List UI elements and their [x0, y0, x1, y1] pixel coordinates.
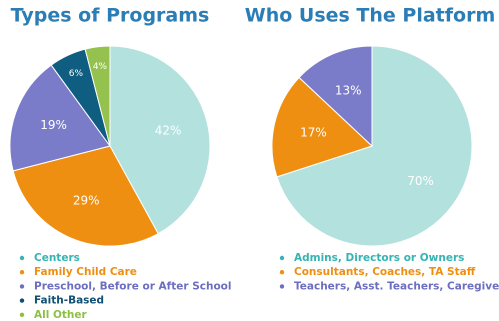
- legend-label: Teachers, Asst. Teachers, Caregivers: [294, 280, 499, 292]
- slice-label: 4%: [93, 62, 108, 72]
- pie-slice: [298, 45, 373, 148]
- legend-label: Preschool, Before or After School: [34, 280, 231, 292]
- legend-bullet: [19, 284, 25, 289]
- legend-label: Faith-Based: [34, 295, 104, 307]
- pie-slice: [12, 145, 159, 247]
- slice-label: 13%: [335, 83, 362, 97]
- legend-bullet: [19, 255, 25, 261]
- legend-bullet: [279, 270, 285, 275]
- slice-label: 29%: [73, 194, 100, 208]
- legend-label: Family Child Care: [34, 266, 137, 278]
- chart-title: Types of Programs: [11, 5, 210, 27]
- legend-bullet: [19, 298, 25, 303]
- legend-label: All Other: [34, 309, 88, 321]
- legend-label: Consultants, Coaches, TA Staff: [294, 266, 476, 278]
- pie-slice: [109, 45, 211, 235]
- pie-slice: [9, 64, 111, 172]
- legend-bullet: [279, 255, 285, 261]
- slice-label: 42%: [155, 124, 182, 138]
- chart-title: Who Uses The Platform: [245, 5, 496, 27]
- pie-slice: [276, 45, 473, 247]
- legend-bullet: [279, 284, 285, 289]
- slice-label: 19%: [40, 118, 67, 132]
- slice-label: 17%: [300, 125, 327, 139]
- legend-bullet: [19, 270, 25, 275]
- legend-label: Admins, Directors or Owners: [294, 252, 464, 264]
- slice-label: 70%: [407, 174, 434, 188]
- pie-slice: [84, 45, 111, 147]
- legend-bullet: [19, 312, 25, 317]
- legend-label: Centers: [34, 252, 80, 264]
- pie-slice: [271, 76, 373, 178]
- slice-label: 6%: [69, 69, 84, 79]
